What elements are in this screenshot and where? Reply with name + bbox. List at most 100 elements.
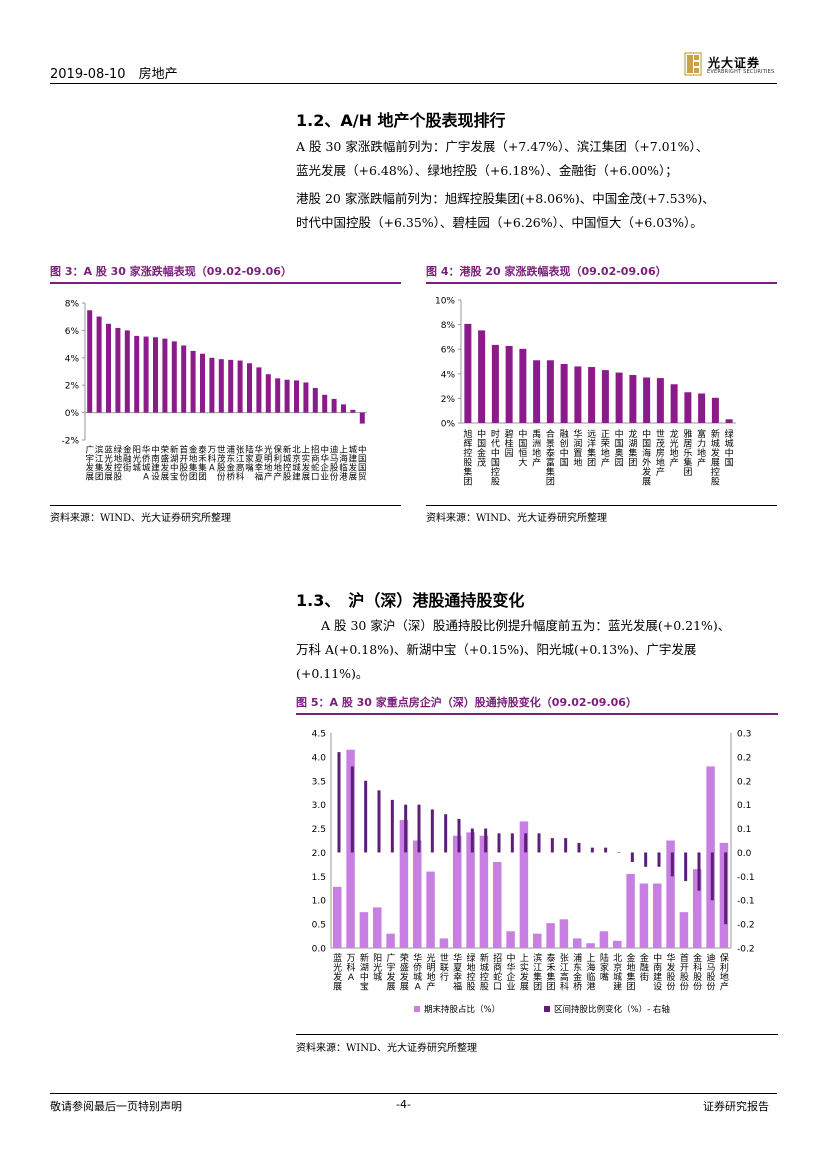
x-tick-label: 华侨城 A	[413, 952, 422, 993]
y-tick-label: 4%	[65, 354, 80, 364]
x-tick-label: 新湖中宝	[170, 445, 179, 483]
fig3-title: 图 3：A 股 30 家涨跌幅表现（09.02-09.06）	[50, 265, 292, 278]
right-tick-label: -0.2	[737, 921, 755, 931]
bar-change-滨江集团	[537, 833, 541, 853]
bar-金融街	[124, 330, 130, 413]
bar-光明地产	[265, 374, 271, 413]
bar-change-陆家嘴	[604, 847, 608, 853]
fig3-source: 资料来源：WIND、光大证券研究所整理	[50, 513, 231, 524]
bar-holding-金融街	[639, 883, 649, 948]
x-tick-label: 绿地控股	[114, 445, 123, 483]
x-tick-label: 城建发展	[349, 446, 358, 483]
x-tick-label: 华侨城 A	[142, 445, 151, 483]
x-tick-label: 金地集团	[626, 952, 635, 993]
right-tick-label: 0.2	[737, 753, 751, 763]
x-tick-label: 泰禾集团	[546, 952, 555, 993]
fig5-source-rule	[296, 1034, 778, 1035]
x-tick-label: 上海临港	[339, 446, 348, 483]
bar-holding-浦东金桥	[573, 938, 582, 948]
bar-holding-中华企业	[506, 931, 515, 948]
legend-label-change: 区间持股比例变化（%）- 右轴	[554, 1004, 670, 1015]
bar-holding-光明地产	[426, 871, 435, 948]
bar-世茂股份	[218, 359, 224, 413]
y-tick-label: 0%	[441, 420, 456, 430]
fig3-title-rule	[50, 282, 401, 284]
bar-金地集团	[190, 350, 196, 413]
bar-change-中南建设	[657, 852, 661, 867]
x-tick-label: 首开股份	[680, 952, 689, 993]
x-tick-label: 陆家嘴	[600, 952, 609, 983]
bar-holding-新城控股	[479, 835, 489, 948]
logo-text-cn: 光大证券	[708, 56, 761, 70]
bar-广宇发展	[87, 310, 93, 413]
bar-新城控股	[284, 379, 290, 413]
header-date: 2019-08-10 房地产	[50, 67, 178, 82]
bar-万科A	[209, 357, 215, 413]
left-tick-label: 0.5	[312, 921, 326, 931]
x-tick-label: 合景泰富集团	[546, 428, 555, 488]
bar-change-保利地产	[724, 852, 728, 925]
left-tick-label: 2.5	[312, 825, 326, 835]
everbright-logo-icon	[684, 52, 702, 76]
bar-招商蛇口	[312, 387, 318, 413]
x-tick-label: 荣盛发展	[400, 952, 409, 993]
fig5-title: 图 5：A 股 30 家重点房企沪（深）股通持股变化（09.02-09.06）	[296, 696, 637, 709]
bar-holding-蓝光发展	[333, 886, 342, 948]
x-tick-label: 融创中国	[560, 429, 569, 469]
bar-holding-华发股份	[666, 840, 675, 948]
x-tick-label: 蓝光发展	[333, 952, 342, 993]
footer-disclaimer: 敬请参阅最后一页特别声明	[50, 1100, 182, 1113]
bar-保利地产	[275, 378, 281, 413]
bar-禹洲地产	[533, 360, 541, 423]
bar-华夏幸福	[256, 367, 262, 413]
x-tick-label: 华夏幸福	[255, 445, 264, 483]
bar-浦东金桥	[228, 359, 234, 413]
x-tick-label: 华发股份	[666, 952, 675, 993]
bar-holding-万科A	[346, 749, 355, 948]
bar-change-世联行	[444, 814, 448, 853]
x-tick-label: 阳光城	[373, 953, 382, 983]
x-tick-label: 上海临港	[586, 953, 595, 993]
bar-holding-北京城建	[613, 940, 622, 948]
bar-龙湖集团	[629, 375, 637, 423]
legend-label-holding: 期末持股占比（%）	[424, 1004, 500, 1015]
bar-change-首开股份	[684, 852, 688, 882]
x-tick-label: 中国国贸	[358, 445, 367, 483]
x-tick-label: 万科 A	[346, 954, 355, 983]
x-tick-label: 上实发展	[520, 953, 529, 993]
footer-divider	[50, 1093, 777, 1094]
bar-holding-张江高科	[559, 919, 569, 948]
bar-change-迪马股份	[710, 852, 714, 901]
x-tick-label: 光明地产	[426, 952, 435, 993]
x-tick-label: 龙湖集团	[628, 428, 637, 469]
x-tick-label: 新城控股	[283, 445, 292, 483]
bar-远洋集团	[588, 367, 596, 423]
bar-change-北京城建	[617, 852, 621, 853]
x-tick-label: 阳光城	[132, 446, 141, 474]
x-tick-label: 雅居乐集团	[683, 428, 692, 478]
fig3-source-rule	[50, 505, 401, 506]
bar-首开股份	[181, 345, 187, 413]
x-tick-label: 迪马股份	[706, 952, 715, 993]
bar-滨江集团	[96, 316, 102, 413]
x-tick-label: 滨江集团	[95, 445, 104, 483]
bar-holding-泰禾集团	[546, 923, 555, 948]
bar-change-绿地控股	[470, 828, 474, 853]
x-tick-label: 广宇发展	[85, 445, 94, 483]
bar-陆家嘴	[247, 363, 252, 413]
x-tick-label: 新城控股	[480, 952, 489, 993]
paragraph-connect-holdings: A 股 30 家沪（深）股通持股比例提升幅度前五为：蓝光发展(+0.21%)、 …	[296, 618, 731, 681]
bar-holding-上实发展	[519, 821, 529, 948]
bar-绿城中国	[725, 419, 733, 423]
bar-change-浦东金桥	[577, 842, 581, 853]
bar-change-招商蛇口	[497, 833, 501, 853]
bar-holding-滨江集团	[533, 933, 542, 948]
fig4-chart: 10% 8% 6% 4% 2% 0% 旭辉控股集团中国金茂时代中国控股碧桂园中国恒大禹洲地产…	[435, 297, 736, 488]
left-tick-label: 3.5	[312, 777, 326, 787]
bar-holding-世联行	[439, 938, 449, 948]
bar-change-华夏幸福	[457, 819, 461, 853]
bar-change-光明地产	[430, 809, 434, 853]
bar-holding-首开股份	[679, 912, 689, 948]
bar-中国奥园	[615, 372, 623, 423]
bar-华侨城A	[143, 336, 149, 413]
